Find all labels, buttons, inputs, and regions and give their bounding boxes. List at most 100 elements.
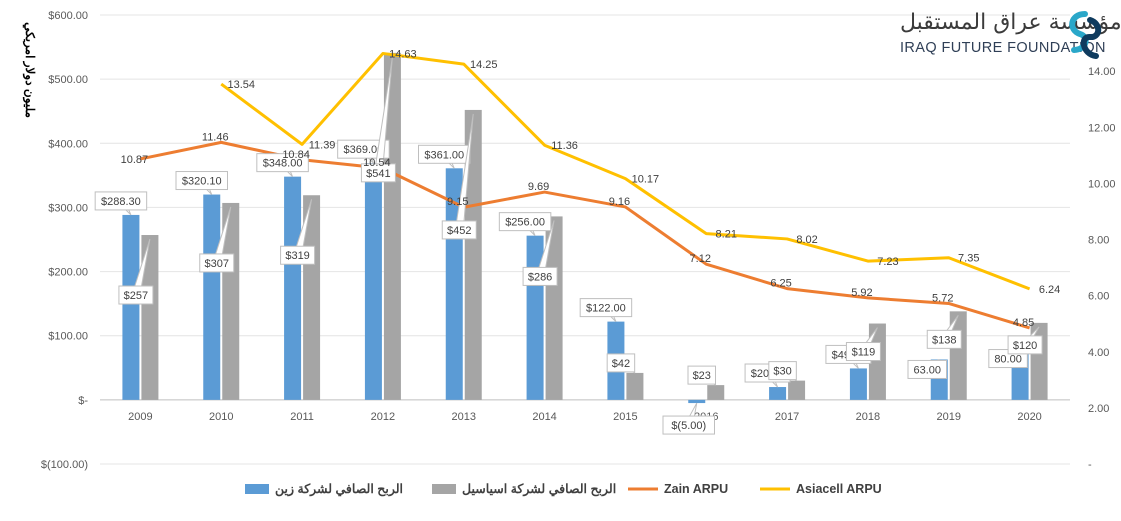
asiacell-profit-bar — [707, 385, 725, 400]
asiacell-profit-label: $257 — [124, 290, 148, 302]
asiacell-profit-label-box — [768, 361, 797, 381]
asiacell-profit-label-box — [606, 353, 636, 373]
y2-axis-tick-label: 8.00 — [1088, 235, 1109, 247]
asiacell-profit-bar — [788, 380, 806, 400]
y2-axis-tick-label: 2.00 — [1088, 403, 1109, 415]
zain-profit-label-box — [337, 139, 390, 159]
asiacell-profit-label-box — [360, 163, 396, 183]
asiacell-profit-label: $452 — [447, 225, 471, 237]
legend-label: الربح الصافي لشركة اسياسيل — [462, 482, 616, 497]
asiacell-profit-label-box — [280, 245, 316, 265]
asiacell-profit-label: $42 — [612, 358, 630, 370]
asiacell-arpu-label: 14.25 — [470, 59, 498, 71]
x-axis-tick-label: 2018 — [856, 411, 880, 423]
asiacell-profit-label-box — [1007, 335, 1043, 355]
asiacell-arpu-label: 10.17 — [632, 174, 660, 186]
asiacell-arpu-label: 6.24 — [1039, 284, 1060, 296]
zain-profit-bar — [849, 368, 867, 400]
logo-english-name: IRAQ FUTURE FOUNDATION — [900, 40, 1106, 56]
zain-arpu-label: 5.92 — [851, 287, 872, 299]
x-axis-tick-label: 2017 — [775, 411, 799, 423]
y-axis-tick-label: $(100.00) — [41, 459, 88, 471]
asiacell-profit-bar — [545, 216, 563, 400]
asiacell-profit-label-box — [199, 253, 235, 273]
zain-profit-label: $(5.00) — [671, 420, 706, 432]
zain-profit-label-box — [175, 171, 228, 191]
x-axis-tick-label: 2009 — [128, 411, 152, 423]
x-axis-tick-label: 2019 — [937, 411, 961, 423]
asiacell-profit-label: $138 — [932, 334, 956, 346]
asiacell-profit-label: $23 — [693, 370, 711, 382]
zain-arpu-label: 6.25 — [770, 278, 791, 290]
asiacell-arpu-line — [220, 51, 1031, 291]
legend-label: Asiacell ARPU — [796, 482, 882, 496]
zain-profit-bar — [364, 163, 382, 400]
foundation-mark-icon — [1069, 11, 1102, 59]
zain-arpu-label: 5.72 — [932, 292, 953, 304]
zain-profit-bar — [769, 387, 787, 400]
zain-profit-label: $369.00 — [344, 144, 384, 156]
asiacell-profit-label-box — [522, 266, 558, 286]
asiacell-arpu-label: 8.21 — [716, 229, 737, 241]
zain-arpu-label: 4.85 — [1013, 317, 1034, 329]
asiacell-arpu-label: 7.35 — [958, 253, 979, 265]
asiacell-profit-label: $541 — [366, 168, 390, 180]
asiacell-profit-label: $119 — [852, 347, 876, 359]
zain-profit-label-box — [256, 153, 309, 173]
legend-swatch — [432, 484, 456, 494]
zain-profit-bar — [284, 176, 302, 400]
zain-profit-label-box — [907, 359, 947, 379]
x-axis-tick-label: 2015 — [613, 411, 637, 423]
asiacell-profit-label: $286 — [528, 271, 552, 283]
legend-label: Zain ARPU — [664, 482, 728, 496]
y-axis-tick-label: $- — [78, 395, 88, 407]
y2-axis-tick-label: - — [1088, 459, 1092, 471]
asiacell-profit-label: $319 — [285, 250, 309, 262]
asiacell-profit-bar — [626, 372, 644, 400]
asiacell-profit-label-box — [845, 342, 881, 362]
asiacell-arpu-label: 8.02 — [796, 234, 817, 246]
asiacell-arpu-label: 14.63 — [389, 48, 417, 60]
y2-axis-tick-label: 6.00 — [1088, 291, 1109, 303]
zain-profit-label: $348.00 — [263, 158, 303, 170]
y-axis-tick-label: $300.00 — [48, 202, 88, 214]
zain-profit-label: 80.00 — [994, 354, 1022, 366]
zain-arpu-label: 9.69 — [528, 181, 549, 193]
x-axis-tick-label: 2014 — [532, 411, 556, 423]
asiacell-arpu-label: 11.36 — [551, 140, 578, 152]
x-axis-tick-label: 2020 — [1017, 411, 1041, 423]
x-axis-tick-label: 2013 — [452, 411, 476, 423]
y-axis-tick-label: $200.00 — [48, 267, 88, 279]
zain-arpu-label: 10.87 — [121, 154, 149, 166]
legend-label: الربح الصافي لشركة زين — [275, 482, 403, 497]
zain-arpu-label: 10.84 — [282, 149, 310, 161]
zain-profit-label: $122.00 — [586, 303, 626, 315]
y-axis-tick-label: $600.00 — [48, 10, 88, 22]
asiacell-profit-label: $307 — [205, 258, 229, 270]
asiacell-profit-label-box — [441, 220, 477, 240]
iraq-future-foundation-logo: مؤسسة عراق المستقبل IRAQ FUTURE FOUNDATI… — [890, 8, 1121, 66]
asiacell-profit-label-box — [687, 365, 716, 385]
y-axis-title: مليون دولار امريكي — [22, 22, 37, 118]
asiacell-profit-label: $30 — [773, 366, 791, 378]
asiacell-profit-label-box — [926, 329, 962, 349]
zain-profit-label-box — [662, 415, 715, 435]
asiacell-profit-bar — [464, 109, 482, 400]
x-axis-tick-label: 2012 — [371, 411, 395, 423]
legend-swatch — [245, 484, 269, 494]
zain-arpu-label: 7.12 — [690, 253, 711, 265]
zain-profit-label: $256.00 — [505, 217, 545, 229]
zain-profit-bar — [122, 214, 140, 400]
y2-axis-tick-label: 10.00 — [1088, 178, 1116, 190]
zain-arpu-label: 9.16 — [609, 196, 630, 208]
zain-arpu-label: 10.54 — [363, 157, 391, 169]
x-axis-tick-label: 2011 — [290, 411, 314, 423]
y2-axis-tick-label: 14.00 — [1088, 66, 1116, 78]
zain-profit-label-box — [94, 191, 148, 211]
x-axis-tick-label: 2010 — [209, 411, 233, 423]
asiacell-arpu-label: 13.54 — [227, 79, 255, 91]
asiacell-profit-bar — [383, 52, 401, 400]
y2-axis-tick-label: 4.00 — [1088, 347, 1109, 359]
